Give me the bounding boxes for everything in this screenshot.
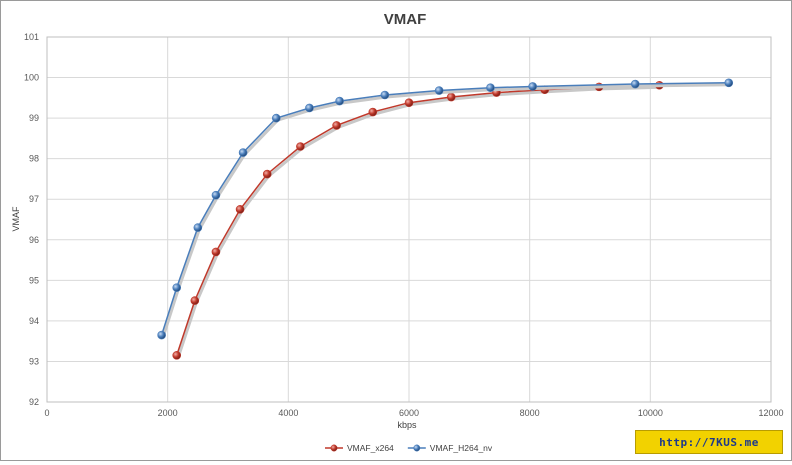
- data-point: [296, 142, 305, 151]
- data-point: [157, 330, 166, 340]
- data-point: [172, 351, 182, 360]
- series-VMAF_x264: [172, 80, 664, 360]
- series-VMAF_H264_nv: [157, 78, 734, 340]
- data-point: [193, 223, 203, 232]
- data-point: [630, 79, 640, 89]
- data-point: [528, 82, 537, 91]
- y-tick-label: 96: [29, 235, 39, 245]
- data-point: [380, 90, 390, 100]
- data-point: [486, 83, 495, 92]
- plot-area-border: [46, 36, 772, 403]
- data-point: [172, 283, 182, 292]
- x-axis-label: kbps: [397, 420, 417, 430]
- y-tick-label: 93: [29, 356, 39, 366]
- y-tick-label: 101: [24, 32, 39, 42]
- data-point: [335, 96, 344, 106]
- data-point: [305, 103, 314, 113]
- data-point: [724, 78, 734, 88]
- legend-entry: VMAF_H264_nv: [407, 443, 493, 453]
- series-line-shadow: [176, 85, 661, 358]
- data-point: [238, 148, 248, 157]
- y-tick-label: 94: [29, 316, 39, 326]
- data-point: [190, 296, 200, 305]
- data-point: [262, 169, 272, 179]
- y-tick-label: 97: [29, 194, 39, 204]
- chart-title: VMAF: [384, 11, 427, 28]
- x-tick-label: 12000: [758, 408, 783, 418]
- series-line-shadow: [161, 83, 731, 338]
- y-axis-label: VMAF: [11, 206, 21, 232]
- data-point: [434, 86, 444, 95]
- data-point: [235, 205, 245, 214]
- legend-label: VMAF_x264: [347, 443, 394, 453]
- watermark-badge: http://7KUS.me: [635, 430, 783, 454]
- y-tick-label: 100: [24, 73, 39, 83]
- legend-entry: VMAF_x264: [325, 443, 394, 453]
- x-tick-label: 0: [44, 408, 49, 418]
- data-point: [211, 190, 221, 200]
- data-point: [211, 247, 221, 257]
- data-point: [368, 107, 378, 117]
- x-tick-label: 10000: [638, 408, 663, 418]
- series-line: [175, 84, 660, 356]
- legend-label: VMAF_H264_nv: [430, 443, 493, 453]
- x-tick-label: 2000: [158, 408, 178, 418]
- series-line: [160, 82, 729, 336]
- y-tick-label: 92: [29, 397, 39, 407]
- watermark-text: http://7KUS.me: [659, 435, 759, 449]
- x-tick-label: 8000: [520, 408, 540, 418]
- data-point: [271, 113, 281, 123]
- axis-layer: 92 93 94 95 96 97 98 99 100 101 0 2000 4000 6000 8000 1…: [24, 32, 784, 418]
- x-tick-label: 4000: [278, 408, 298, 418]
- y-tick-label: 99: [29, 113, 39, 123]
- grid-layer: [46, 36, 772, 403]
- series-layer: [157, 78, 734, 360]
- data-point: [332, 121, 341, 130]
- legend-marker: [330, 444, 338, 452]
- legend-marker: [413, 444, 421, 452]
- y-tick-label: 95: [29, 275, 39, 285]
- legend: VMAF_x264 VMAF_H264_nv: [325, 443, 493, 453]
- data-point: [446, 92, 456, 102]
- y-tick-label: 98: [29, 154, 39, 164]
- x-tick-label: 6000: [399, 408, 419, 418]
- data-point: [404, 98, 414, 107]
